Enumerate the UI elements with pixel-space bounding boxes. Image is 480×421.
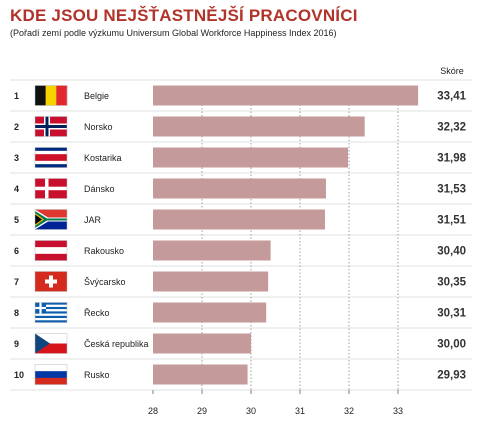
chart-subtitle: (Pořadí zemí podle výzkumu Universum Glo… — [10, 28, 337, 38]
denmark-flag — [34, 178, 68, 199]
belgium-flag — [34, 85, 68, 106]
country-label: Řecko — [84, 308, 110, 318]
rank-label: 9 — [14, 339, 19, 349]
value-label: 30,00 — [437, 339, 466, 351]
bar — [153, 240, 271, 261]
x-tick-label: 28 — [148, 406, 158, 416]
greece-flag — [34, 302, 68, 323]
value-label: 32,32 — [437, 122, 466, 134]
costa-rica-flag — [34, 147, 68, 168]
bar — [153, 85, 419, 106]
bar — [153, 364, 248, 385]
table-row: 7 Švýcarsko 30,35 — [14, 271, 467, 292]
table-row: 4 Dánsko 31,53 — [14, 178, 466, 199]
norway-flag — [34, 116, 68, 137]
country-label: Kostarika — [84, 153, 122, 163]
value-label: 31,51 — [437, 215, 466, 227]
bar — [153, 147, 349, 168]
x-tick-label: 33 — [393, 406, 403, 416]
table-row: 6 Rakousko 30,40 — [14, 240, 466, 261]
table-row: 2 Norsko 32,32 — [14, 116, 466, 137]
table-row: 3 Kostarika 31,98 — [14, 147, 467, 168]
value-header: Skóre — [440, 66, 464, 76]
table-row: 10 Rusko 29,93 — [14, 364, 466, 385]
country-label: JAR — [84, 215, 102, 225]
value-label: 31,53 — [437, 184, 466, 196]
x-tick-label: 29 — [197, 406, 207, 416]
rank-label: 4 — [14, 184, 19, 194]
chart-title: KDE JSOU NEJŠŤASTNĚJŠÍ PRACOVNÍCI — [10, 6, 358, 25]
rank-label: 6 — [14, 246, 19, 256]
bar — [153, 271, 269, 292]
value-label: 30,40 — [437, 246, 466, 258]
value-label: 30,35 — [437, 277, 466, 289]
value-label: 29,93 — [437, 370, 466, 382]
country-label: Česká republika — [84, 339, 149, 349]
bar — [153, 209, 325, 230]
table-row: 5 JAR 31,51 — [14, 209, 467, 230]
bar — [153, 116, 365, 137]
x-tick-label: 32 — [344, 406, 354, 416]
country-label: Belgie — [84, 91, 109, 101]
table-row: 9 Česká republika 30,00 — [14, 333, 466, 354]
country-label: Rusko — [84, 370, 110, 380]
x-tick-label: 31 — [295, 406, 305, 416]
country-label: Dánsko — [84, 184, 115, 194]
rank-label: 8 — [14, 308, 19, 318]
rank-label: 7 — [14, 277, 19, 287]
table-row: 1 Belgie 33,41 — [14, 85, 467, 106]
south-africa-flag — [34, 209, 68, 230]
bar — [153, 178, 326, 199]
rank-label: 2 — [14, 122, 19, 132]
x-tick-label: 30 — [246, 406, 256, 416]
rank-label: 1 — [14, 91, 19, 101]
table-row: 8 Řecko 30,31 — [14, 302, 467, 323]
value-label: 30,31 — [437, 308, 466, 320]
country-label: Norsko — [84, 122, 113, 132]
rank-label: 10 — [14, 370, 24, 380]
country-label: Švýcarsko — [84, 277, 126, 287]
rank-label: 5 — [14, 215, 19, 225]
country-label: Rakousko — [84, 246, 124, 256]
rank-label: 3 — [14, 153, 19, 163]
switzerland-flag — [34, 271, 68, 292]
austria-flag — [34, 240, 68, 261]
bar — [153, 302, 267, 323]
russia-flag — [34, 364, 68, 385]
value-label: 33,41 — [437, 91, 466, 103]
value-label: 31,98 — [437, 153, 466, 165]
czech-republic-flag — [34, 333, 68, 354]
bar — [153, 333, 251, 354]
